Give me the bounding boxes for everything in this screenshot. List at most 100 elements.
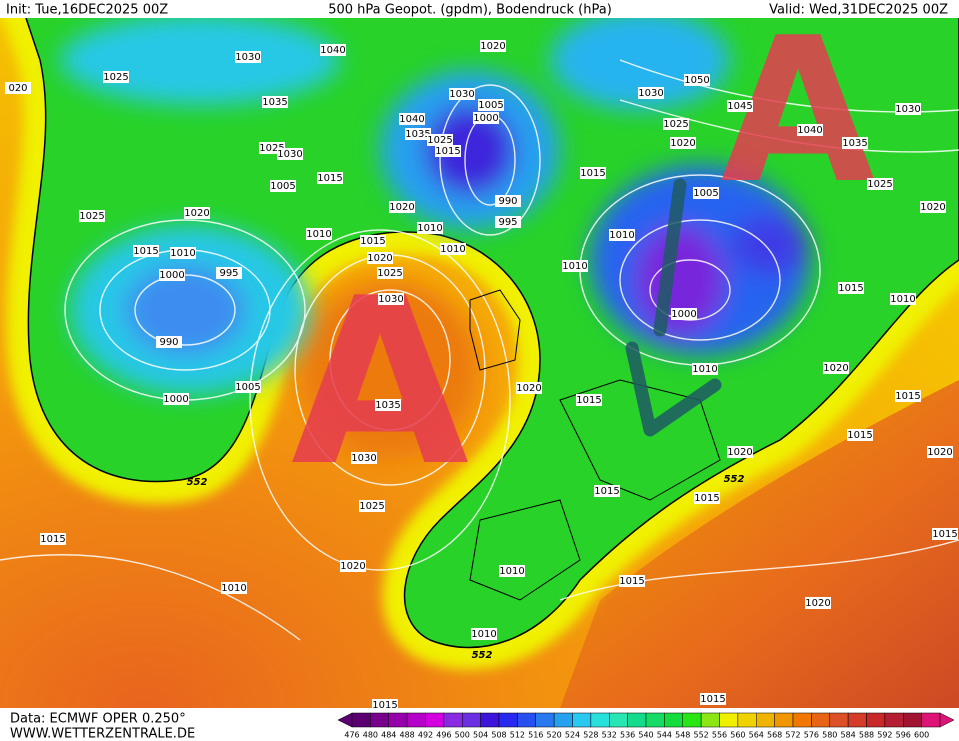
isobar-label: 1030 [895, 104, 920, 115]
label-box [671, 308, 697, 320]
isobar-label: 1000 [163, 394, 188, 405]
isobar-label: 1015 [619, 576, 644, 587]
isobar-label: 1045 [727, 101, 752, 112]
label-box [417, 222, 443, 234]
isobar-label: 1015 [133, 246, 158, 257]
label-box [576, 394, 602, 406]
label-box [727, 100, 753, 112]
isobar-label: 552 [187, 477, 208, 488]
label-box [5, 82, 31, 94]
title: 500 hPa Geopot. (gpdm), Bodendruck (hPa) [328, 3, 612, 18]
colorbar-label: 568 [767, 731, 782, 740]
isobar-label: 1010 [562, 261, 587, 272]
colorbar-label: 492 [418, 731, 433, 740]
label-box [377, 267, 403, 279]
colorbar-label: 544 [657, 731, 672, 740]
isobar-label: 1035 [375, 400, 400, 411]
label-box [471, 628, 497, 640]
isobar-label: 1020 [727, 447, 752, 458]
isobar-label: 552 [472, 650, 493, 661]
label-box [375, 399, 401, 411]
label-box [378, 293, 404, 305]
isobar-label: 1005 [270, 181, 295, 192]
label-box [359, 500, 385, 512]
label-box [184, 207, 210, 219]
label-box [562, 260, 588, 272]
label-box [920, 201, 946, 213]
colorbar-bin [847, 712, 867, 728]
isobar-label: 1030 [351, 453, 376, 464]
isobar-label: 1010 [170, 248, 195, 259]
isobar-label: 1020 [340, 561, 365, 572]
colorbar-bin [921, 712, 941, 728]
high-marker: A [291, 250, 469, 517]
label-box [638, 87, 664, 99]
colorbar-bin [572, 712, 592, 728]
isobar-label: 1040 [797, 125, 822, 136]
label-box [895, 390, 921, 402]
colorbar-bin [829, 712, 849, 728]
label-box [159, 269, 185, 281]
colorbar-bin [388, 712, 408, 728]
isobar-label: 1010 [221, 583, 246, 594]
colorbar-label: 516 [528, 731, 543, 740]
label-box [235, 381, 261, 393]
valid-time: Valid: Wed,31DEC2025 00Z [769, 3, 948, 18]
label-box [495, 195, 521, 207]
label-box [405, 128, 431, 140]
isobar-label: 1010 [692, 364, 717, 375]
isobar-label: 1025 [867, 179, 892, 190]
isobar-label: 1015 [694, 493, 719, 504]
isobar-label: 1020 [823, 363, 848, 374]
isobar-label: 1020 [480, 41, 505, 52]
label-box [890, 293, 916, 305]
isobar-label: 1020 [920, 202, 945, 213]
colorbar-bin [462, 712, 481, 728]
arrow [625, 178, 722, 437]
label-box [700, 693, 726, 705]
colorbar-label: 564 [749, 731, 764, 740]
colorbar-label: 520 [546, 731, 561, 740]
isobar-label: 1005 [693, 188, 718, 199]
data-source: Data: ECMWF OPER 0.250° [10, 712, 186, 727]
isobar-label: 1015 [700, 694, 725, 705]
label-box [927, 446, 953, 458]
isobar-label: 1010 [609, 230, 634, 241]
isobar-label: 1025 [79, 211, 104, 222]
label-box [40, 533, 66, 545]
colorbar-bin [664, 712, 683, 728]
label-box [895, 103, 921, 115]
colorbar-label: 540 [638, 731, 653, 740]
label-box [495, 216, 521, 228]
isobar-label: 1030 [449, 89, 474, 100]
label-box [663, 118, 689, 130]
label-box [867, 178, 893, 190]
label-box [170, 247, 196, 259]
isobar-label: 1015 [372, 700, 397, 711]
colorbar-label: 560 [730, 731, 745, 740]
isobar-label: 1015 [838, 283, 863, 294]
label-box [262, 96, 288, 108]
isobar-label: 1000 [159, 270, 184, 281]
isobar-label: 1020 [927, 447, 952, 458]
colorbar-bin [884, 712, 904, 728]
isobar-label: 1015 [847, 430, 872, 441]
label-box [440, 243, 466, 255]
isobar-label: 1015 [895, 391, 920, 402]
isobar-label: 1040 [320, 45, 345, 56]
colorbar-bin [866, 712, 886, 728]
isobar-label: 1030 [277, 149, 302, 160]
isobar-label: 1030 [235, 52, 260, 63]
label-box [103, 71, 129, 83]
colorbar-bin [406, 712, 426, 728]
isobar-label: 1020 [389, 202, 414, 213]
label-box [516, 382, 542, 394]
colorbar-bin [792, 712, 812, 728]
isobar-label: 1030 [378, 294, 403, 305]
isobar-label: 1025 [663, 119, 688, 130]
label-box [693, 187, 719, 199]
isobar-label: 1015 [360, 236, 385, 247]
label-box [306, 228, 332, 240]
label-box [594, 485, 620, 497]
label-box [79, 210, 105, 222]
